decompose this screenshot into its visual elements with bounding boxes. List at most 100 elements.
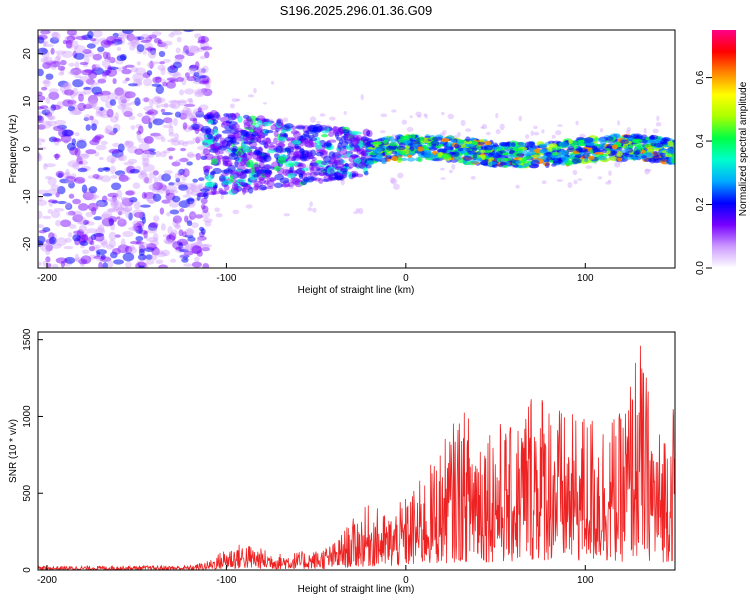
spectrogram-cell-457 — [200, 244, 210, 252]
spectrogram-cell-1513 — [264, 130, 274, 134]
spectrogram-cell-2700 — [598, 144, 607, 150]
spectrogram-cell-544 — [105, 36, 116, 45]
spectrogram-cell-319 — [84, 55, 90, 65]
spectrogram-cell-835 — [183, 30, 194, 33]
spectrogram-cell-283 — [175, 177, 181, 183]
spectrogram-cell-1120 — [313, 171, 323, 175]
spectrogram-cell-234 — [88, 254, 98, 260]
spectrogram-cell-598 — [163, 43, 169, 49]
spectrogram-cell-623 — [70, 67, 82, 76]
spectrogram-cell-1524 — [263, 154, 272, 162]
spectrogram-cell-1292 — [263, 180, 270, 185]
spectrogram-cell-1024 — [575, 120, 579, 126]
spectrogram-cell-795 — [84, 114, 91, 122]
spectrogram-cell-70 — [156, 251, 167, 258]
spectrogram-cell-2805 — [591, 145, 598, 152]
spectrogram-cell-1298 — [331, 155, 337, 160]
spectrogram-cell-1742 — [230, 186, 239, 195]
spectrogram-cell-1312 — [293, 130, 301, 139]
spectrogram-cell-427 — [83, 86, 92, 90]
spectrogram-cell-62 — [42, 227, 51, 233]
spectrogram-cell-213 — [168, 103, 177, 109]
spectrogram-cell-1621 — [229, 175, 234, 183]
spectrogram-cell-1676 — [341, 135, 346, 142]
spectrogram-cell-1714 — [292, 178, 302, 186]
spectrogram-cell-1315 — [214, 142, 220, 147]
spectrogram-cell-1012 — [555, 130, 562, 136]
spectrogram-cell-653 — [47, 177, 57, 186]
spectrogram-cell-332 — [159, 182, 164, 191]
spectrogram-cell-983 — [340, 179, 345, 186]
spectrogram-cell-881 — [93, 135, 102, 141]
spectrogram-cell-963 — [282, 117, 289, 123]
spectrogram-y-tick-label-2: 0 — [22, 146, 33, 152]
spectrogram-cell-397 — [144, 176, 150, 184]
spectrogram-cell-2845 — [432, 136, 443, 142]
spectrogram-cell-681 — [61, 129, 74, 137]
spectrogram-cell-660 — [38, 106, 44, 110]
spectrogram-y-ticks: -20 -10 0 10 20 — [22, 48, 43, 252]
spectrogram-cell-2831 — [419, 136, 425, 142]
spectrogram-cell-2439 — [413, 139, 421, 144]
spectrogram-cell-899 — [175, 111, 181, 118]
spectrogram-cell-649 — [188, 98, 194, 107]
spectrogram-cell-1039 — [319, 113, 326, 117]
spectrogram-cell-1706 — [301, 149, 310, 158]
spectrogram-cell-285 — [80, 261, 85, 267]
spectrogram-cell-461 — [182, 141, 188, 147]
spectrogram-cell-1691 — [200, 188, 210, 193]
spectrogram-cell-575 — [52, 31, 61, 41]
spectrogram-cell-2748 — [516, 153, 525, 157]
spectrogram-cell-1029 — [282, 165, 289, 172]
spectrogram-cell-1619 — [348, 155, 356, 163]
spectrogram-cell-287 — [164, 239, 177, 245]
spectrogram-cell-442 — [186, 161, 193, 166]
spectrogram-cell-33 — [156, 97, 163, 104]
spectrogram-cell-2731 — [611, 144, 618, 150]
spectrogram-cell-1739 — [301, 178, 308, 186]
spectrogram-cell-932 — [236, 98, 241, 102]
spectrogram-cell-778 — [109, 99, 117, 106]
spectrogram-cell-987 — [541, 180, 547, 185]
snr-x-label: Height of straight line (km) — [298, 584, 415, 595]
spectrogram-y-tick-label-0: -20 — [22, 237, 33, 252]
spectrogram-cell-766 — [43, 78, 51, 88]
spectrogram-x-tick-label-2: 0 — [403, 273, 409, 284]
spectrogram-cell-2628 — [488, 157, 495, 161]
spectrogram-cell-558 — [147, 34, 158, 39]
spectrogram-cell-1609 — [245, 131, 253, 136]
spectrogram-cell-103 — [107, 192, 119, 198]
spectrogram-cell-735 — [196, 250, 203, 257]
spectrogram-cell-621 — [92, 244, 102, 249]
spectrogram-cell-105 — [38, 189, 48, 194]
spectrogram-cell-1357 — [248, 151, 255, 156]
spectrogram-cell-2610 — [588, 155, 595, 160]
snr-y-tick-label-2: 1000 — [22, 405, 33, 428]
spectrogram-cell-2774 — [675, 138, 680, 144]
spectrogram-cell-809 — [172, 61, 182, 69]
spectrogram-cell-871 — [79, 61, 89, 66]
spectrogram-cell-309 — [56, 53, 62, 61]
spectrogram-cell-368 — [142, 72, 151, 79]
spectrogram-cell-2721 — [441, 148, 448, 154]
spectrogram-cell-581 — [181, 172, 187, 182]
spectrogram-cell-388 — [201, 243, 213, 248]
spectrogram-cell-221 — [145, 36, 153, 42]
spectrogram-cell-1262 — [266, 180, 275, 188]
spectrogram-cell-803 — [98, 261, 103, 268]
spectrogram-cell-2787 — [484, 140, 492, 146]
spectrogram-cell-455 — [49, 37, 60, 44]
spectrogram-cell-941 — [656, 115, 660, 122]
spectrogram-cell-539 — [192, 64, 197, 73]
spectrogram-cell-173 — [166, 234, 176, 243]
spectrogram-cell-887 — [158, 50, 166, 58]
spectrogram-cell-2858 — [388, 142, 399, 147]
spectrogram-cell-802 — [38, 138, 44, 143]
spectrogram-cell-1234 — [203, 165, 213, 170]
spectrogram-cell-867 — [155, 97, 166, 103]
spectrogram-cell-444 — [66, 43, 74, 50]
spectrogram-cell-592 — [79, 76, 91, 83]
spectrogram-cell-506 — [146, 243, 157, 250]
spectrogram-cell-615 — [203, 218, 213, 223]
spectrogram-cell-806 — [80, 255, 92, 265]
